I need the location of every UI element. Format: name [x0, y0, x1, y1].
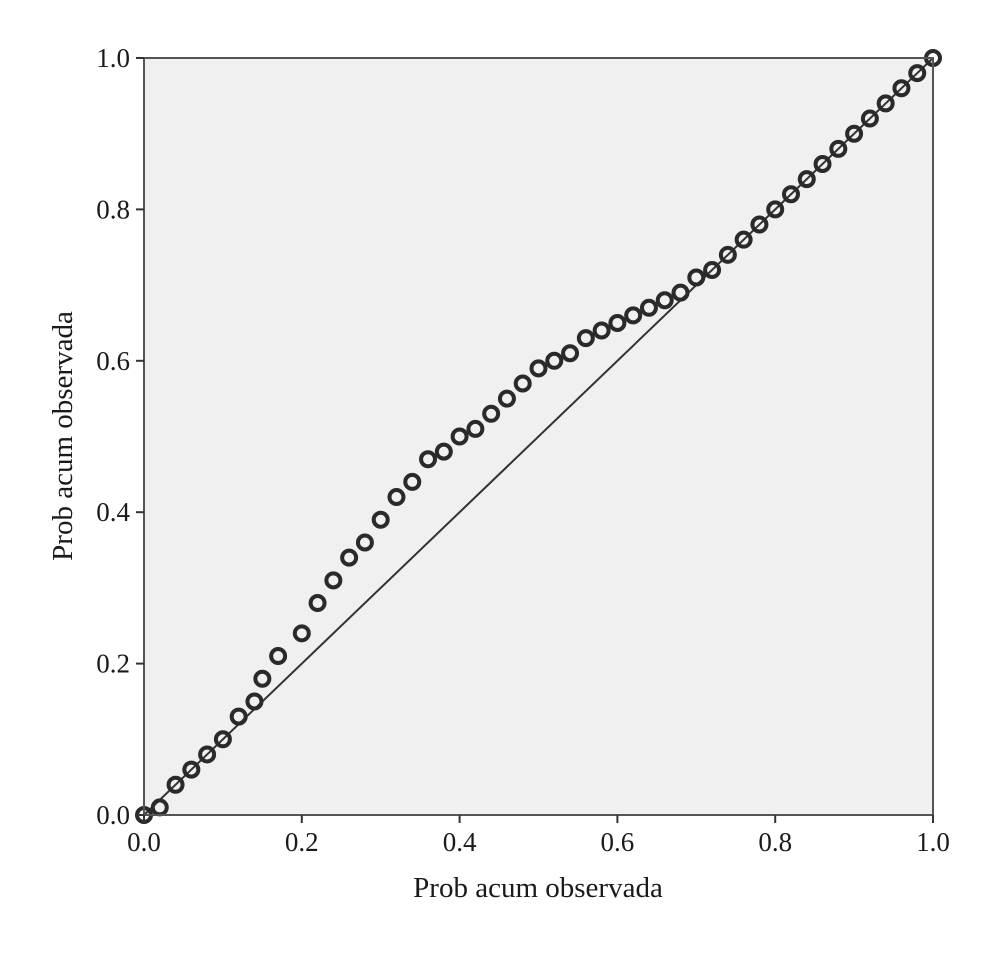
x-tick-label: 0.4 [443, 827, 477, 857]
data-point [269, 647, 288, 666]
data-point [781, 185, 800, 204]
axis-ticks: 0.0 0.2 0.4 0.6 0.8 1.0 0.0 0.2 0.4 0.6 0.8 1.0 [96, 43, 950, 857]
data-point [340, 548, 359, 567]
data-point [734, 230, 753, 249]
data-point [655, 291, 674, 310]
data-point [671, 283, 690, 302]
data-point [450, 427, 469, 446]
data-point [387, 488, 406, 507]
data-point [292, 624, 311, 643]
data-point [466, 419, 485, 438]
data-point [829, 139, 848, 158]
data-point [229, 707, 248, 726]
data-point [253, 669, 272, 688]
data-point [355, 533, 374, 552]
data-point [213, 730, 232, 749]
plot-frame [143, 57, 934, 816]
data-point [750, 215, 769, 234]
data-point [592, 321, 611, 340]
x-tick-label: 0.0 [127, 827, 161, 857]
data-point [434, 442, 453, 461]
data-point [403, 472, 422, 491]
x-tick-label: 1.0 [916, 827, 950, 857]
y-tick-label: 0.0 [96, 800, 130, 830]
y-tick-label: 0.4 [96, 497, 130, 527]
data-point [513, 374, 532, 393]
data-point [766, 200, 785, 219]
x-tick-label: 0.6 [601, 827, 635, 857]
data-point [419, 450, 438, 469]
data-point [529, 359, 548, 378]
data-point [308, 594, 327, 613]
data-point [624, 306, 643, 325]
data-point [182, 760, 201, 779]
y-tick-label: 0.2 [96, 649, 130, 679]
data-point [703, 260, 722, 279]
data-point [892, 79, 911, 98]
data-point [639, 298, 658, 317]
data-point [497, 389, 516, 408]
data-point [576, 329, 595, 348]
y-axis-title: Prob acum observada [47, 311, 79, 561]
data-point [908, 64, 927, 83]
data-point [687, 268, 706, 287]
data-point [545, 351, 564, 370]
data-point [371, 510, 390, 529]
data-point [245, 692, 264, 711]
data-point [482, 404, 501, 423]
data-point [876, 94, 895, 113]
data-point [608, 313, 627, 332]
data-point [813, 154, 832, 173]
data-point [166, 775, 185, 794]
data-point [797, 170, 816, 189]
y-tick-label: 0.6 [96, 346, 130, 376]
x-axis-title: Prob acum observada [413, 872, 663, 904]
data-point [198, 745, 217, 764]
x-tick-label: 0.8 [758, 827, 792, 857]
data-point [561, 344, 580, 363]
data-point [718, 245, 737, 264]
data-point [860, 109, 879, 128]
data-point [324, 571, 343, 590]
y-tick-label: 0.8 [96, 194, 130, 224]
x-tick-label: 0.2 [285, 827, 319, 857]
y-tick-label: 1.0 [96, 43, 130, 73]
data-point [845, 124, 864, 143]
